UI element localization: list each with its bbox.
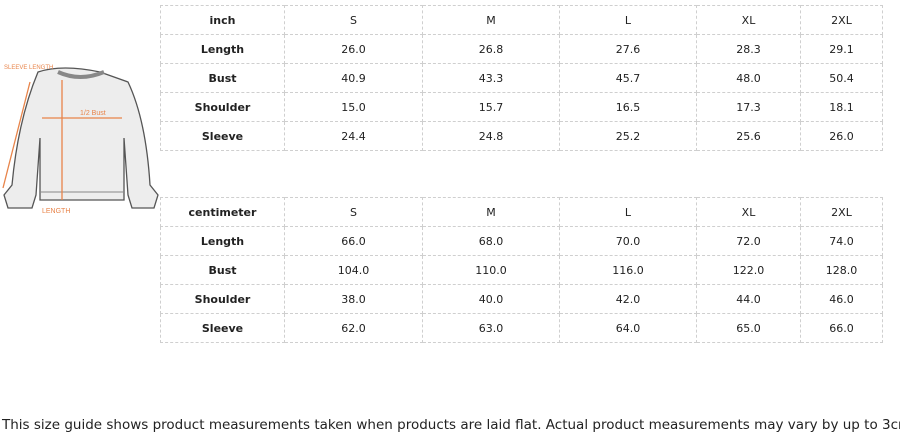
- table-cell: 70.0: [559, 226, 697, 256]
- table-cell: 26.0: [284, 34, 423, 64]
- table-cell: 24.8: [422, 121, 560, 151]
- header-row: centimeter S M L XL 2XL: [160, 197, 883, 227]
- table-cell: 29.1: [800, 34, 883, 64]
- table-cell: 26.0: [800, 121, 883, 151]
- table-cell: Bust: [160, 63, 285, 93]
- header-row: inch S M L XL 2XL: [160, 5, 883, 35]
- table-cell: XL: [696, 197, 801, 227]
- table-cell: M: [422, 197, 560, 227]
- sleeve-arrow: [2, 81, 31, 189]
- table-cell: 116.0: [559, 255, 697, 285]
- table-cell: 66.0: [284, 226, 423, 256]
- table-cell: centimeter: [160, 197, 285, 227]
- table-cell: 40.9: [284, 63, 423, 93]
- table-row: Length 26.0 26.8 27.6 28.3 29.1: [160, 34, 883, 64]
- table-cell: 104.0: [284, 255, 423, 285]
- table-row: Length 66.0 68.0 70.0 72.0 74.0: [160, 226, 883, 256]
- table-cell: 17.3: [696, 92, 801, 122]
- inch-table: inch S M L XL 2XL Length 26.0 26.8 27.6 28.3 29.1 Bu…: [160, 5, 883, 151]
- collar: [57, 70, 105, 79]
- table-cell: 18.1: [800, 92, 883, 122]
- table-cell: 110.0: [422, 255, 560, 285]
- table-cell: XL: [696, 5, 801, 35]
- table-cell: 15.0: [284, 92, 423, 122]
- table-cell: 64.0: [559, 313, 697, 343]
- table-cell: 48.0: [696, 63, 801, 93]
- table-cell: S: [284, 5, 423, 35]
- sweatshirt-body: [3, 67, 159, 209]
- table-cell: 25.6: [696, 121, 801, 151]
- table-row: Shoulder 15.0 15.7 16.5 17.3 18.1: [160, 92, 883, 122]
- table-cell: 26.8: [422, 34, 560, 64]
- table-cell: 27.6: [559, 34, 697, 64]
- table-cell: Shoulder: [160, 92, 285, 122]
- sleeve-label: SLEEVE LENGTH: [4, 65, 53, 71]
- bust-label: 1/2 Bust: [80, 110, 106, 117]
- table-cell: 50.4: [800, 63, 883, 93]
- table-cell: Shoulder: [160, 284, 285, 314]
- table-row: Sleeve 24.4 24.8 25.2 25.6 26.0: [160, 121, 883, 151]
- table-cell: 16.5: [559, 92, 697, 122]
- table-cell: S: [284, 197, 423, 227]
- table-row: Bust 40.9 43.3 45.7 48.0 50.4: [160, 63, 883, 93]
- length-label: LENGTH: [42, 208, 70, 215]
- table-cell: 46.0: [800, 284, 883, 314]
- table-cell: 45.7: [559, 63, 697, 93]
- table-cell: 72.0: [696, 226, 801, 256]
- table-row: Shoulder 38.0 40.0 42.0 44.0 46.0: [160, 284, 883, 314]
- table-cell: 2XL: [800, 5, 883, 35]
- sweatshirt-figure: SLEEVE LENGTH 1/2 Bust LENGTH: [2, 65, 159, 215]
- table-cell: inch: [160, 5, 285, 35]
- table-cell: 38.0: [284, 284, 423, 314]
- table-cell: 66.0: [800, 313, 883, 343]
- table-cell: 62.0: [284, 313, 423, 343]
- table-cell: 15.7: [422, 92, 560, 122]
- table-cell: 2XL: [800, 197, 883, 227]
- table-cell: 40.0: [422, 284, 560, 314]
- table-cell: 63.0: [422, 313, 560, 343]
- table-cell: L: [559, 197, 697, 227]
- table-cell: 122.0: [696, 255, 801, 285]
- table-row: Sleeve 62.0 63.0 64.0 65.0 66.0: [160, 313, 883, 343]
- table-cell: Sleeve: [160, 121, 285, 151]
- table-cell: M: [422, 5, 560, 35]
- table-cell: 24.4: [284, 121, 423, 151]
- table-cell: 128.0: [800, 255, 883, 285]
- table-cell: 42.0: [559, 284, 697, 314]
- table-cell: 44.0: [696, 284, 801, 314]
- table-cell: 74.0: [800, 226, 883, 256]
- table-cell: 68.0: [422, 226, 560, 256]
- table-cell: 25.2: [559, 121, 697, 151]
- table-cell: 28.3: [696, 34, 801, 64]
- table-cell: Length: [160, 226, 285, 256]
- table-cell: Bust: [160, 255, 285, 285]
- table-cell: L: [559, 5, 697, 35]
- table-cell: 43.3: [422, 63, 560, 93]
- table-cell: Length: [160, 34, 285, 64]
- table-cell: 65.0: [696, 313, 801, 343]
- centimeter-table: centimeter S M L XL 2XL Length 66.0 68.0 70.0 72.0…: [160, 197, 883, 343]
- table-row: Bust 104.0 110.0 116.0 122.0 128.0: [160, 255, 883, 285]
- footnote: This size guide shows product measuremen…: [2, 417, 900, 433]
- sleeve-label-text: SLEEVE LENGTH: [4, 65, 53, 71]
- table-cell: Sleeve: [160, 313, 285, 343]
